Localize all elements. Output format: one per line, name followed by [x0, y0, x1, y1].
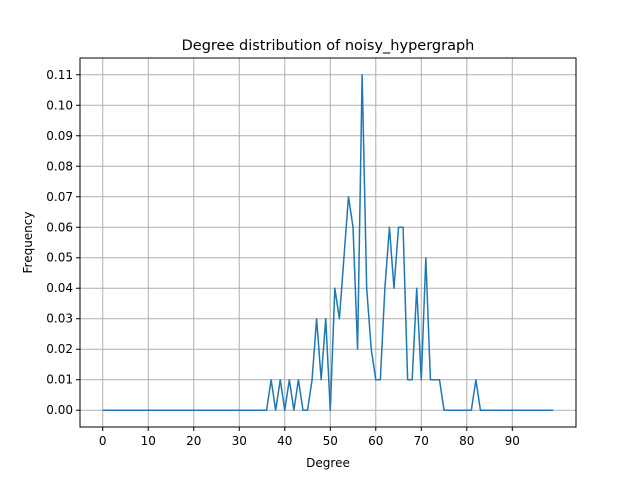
x-tick-label: 40: [277, 434, 292, 448]
y-tick-label: 0.03: [46, 312, 73, 326]
x-axis-title: Degree: [306, 456, 350, 470]
y-tick-label: 0.02: [46, 342, 73, 356]
x-axis-ticks: 0 10 20 30 40 50 60 70 80 90: [99, 427, 520, 448]
y-axis-ticks: 0.00 0.01 0.02 0.03 0.04 0.05 0.06 0.07 0.08 0.09…: [46, 68, 80, 417]
plot-frame: [79, 57, 577, 428]
y-tick-label: 0.11: [46, 68, 73, 82]
y-tick-label: 0.09: [46, 129, 73, 143]
y-tick-label: 0.04: [46, 281, 73, 295]
x-tick-label: 20: [186, 434, 201, 448]
y-tick-label: 0.01: [46, 373, 73, 387]
x-tick-label: 0: [99, 434, 107, 448]
y-tick-label: 0.07: [46, 190, 73, 204]
x-tick-label: 80: [459, 434, 474, 448]
y-tick-label: 0.05: [46, 251, 73, 265]
x-tick-label: 10: [141, 434, 156, 448]
x-tick-label: 60: [368, 434, 383, 448]
x-tick-label: 30: [232, 434, 247, 448]
x-tick-label: 50: [323, 434, 338, 448]
y-tick-label: 0.08: [46, 159, 73, 173]
y-axis-title: Frequency: [21, 212, 35, 274]
chart-title: Degree distribution of noisy_hypergraph: [182, 38, 475, 54]
y-tick-label: 0.06: [46, 220, 73, 234]
x-tick-label: 70: [414, 434, 429, 448]
series-line-layer: [102, 74, 554, 411]
x-tick-label: 90: [505, 434, 520, 448]
series-line: [102, 74, 554, 411]
y-tick-label: 0.00: [46, 403, 73, 417]
y-tick-label: 0.10: [46, 98, 73, 112]
